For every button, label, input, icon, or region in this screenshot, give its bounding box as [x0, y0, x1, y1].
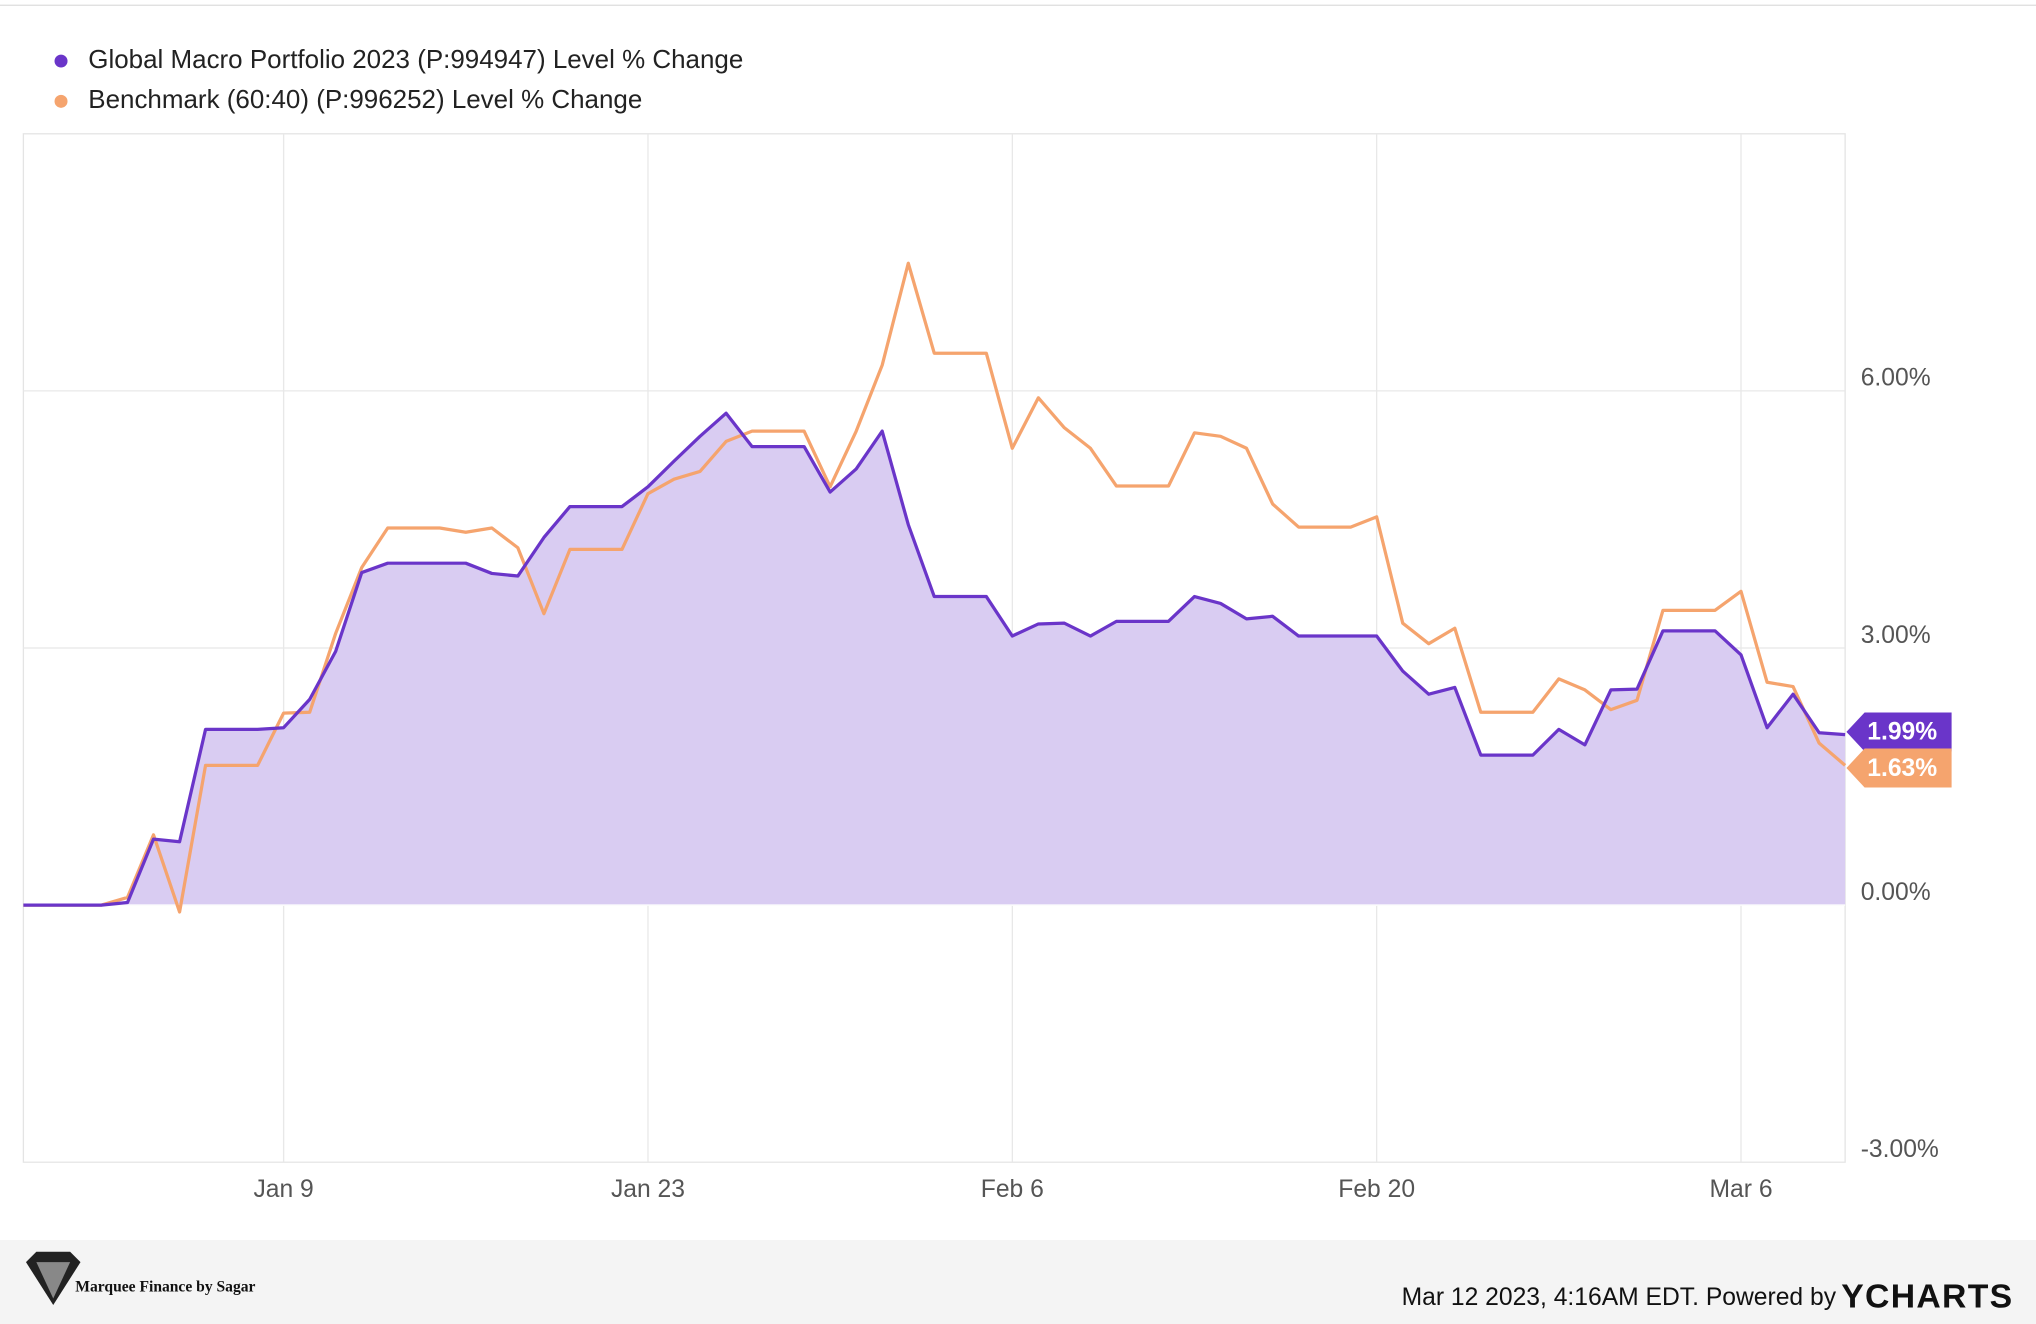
- area: [23, 413, 1846, 906]
- value-label: 1.99%: [1867, 719, 1937, 746]
- legend-label: Global Macro Portfolio 2023 (P:994947) L…: [88, 44, 743, 74]
- footer-brand: YCHARTS: [1841, 1277, 2013, 1315]
- y-tick-label: -3.00%: [1861, 1136, 1939, 1163]
- footer-credit: Mar 12 2023, 4:16AM EDT. Powered by: [1402, 1284, 1837, 1311]
- x-tick-label: Mar 6: [1710, 1176, 1773, 1203]
- y-tick-label: 0.00%: [1861, 879, 1931, 906]
- footer-band: [0, 1240, 2036, 1324]
- legend-label: Benchmark (60:40) (P:996252) Level % Cha…: [88, 84, 642, 114]
- x-tick-label: Jan 9: [253, 1176, 313, 1203]
- x-tick-label: Jan 23: [611, 1176, 685, 1203]
- legend-marker: [54, 54, 68, 68]
- line: [23, 411, 1846, 907]
- value-tag: [1846, 712, 1952, 752]
- value-tag: [1846, 748, 1952, 788]
- x-tick-label: Feb 6: [981, 1176, 1044, 1203]
- value-label: 1.63%: [1867, 755, 1937, 782]
- logo: [25, 1251, 81, 1306]
- y-tick-label: 6.00%: [1861, 365, 1931, 392]
- y-tick-label: 3.00%: [1861, 622, 1931, 649]
- logo-text: Marquee Finance by Sagar: [75, 1279, 255, 1296]
- x-tick-label: Feb 20: [1338, 1176, 1415, 1203]
- line: [23, 261, 1847, 914]
- legend-marker: [54, 94, 68, 108]
